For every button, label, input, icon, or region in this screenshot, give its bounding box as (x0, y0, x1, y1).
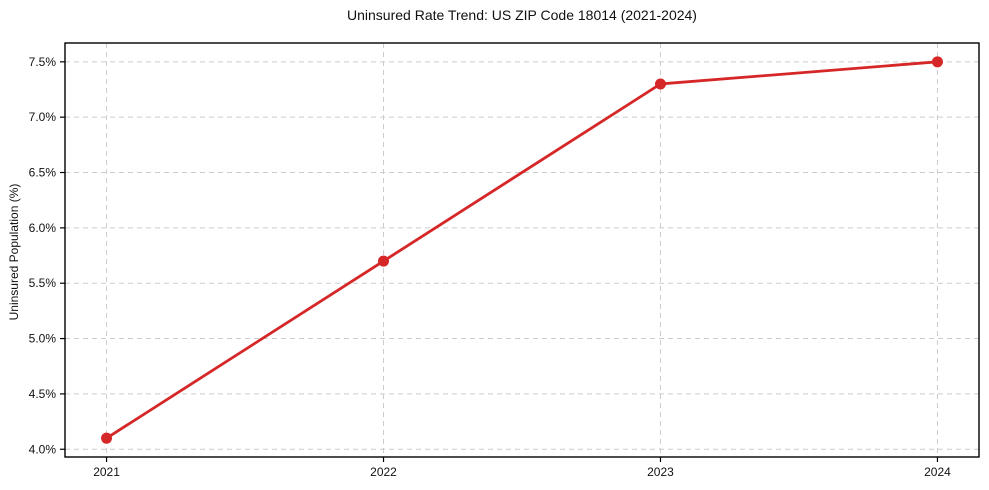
data-point-marker (101, 432, 113, 444)
y-tick-label: 6.5% (29, 166, 57, 180)
x-tick-label: 2022 (370, 465, 397, 479)
y-tick-label: 7.0% (29, 110, 57, 124)
y-tick-label: 5.0% (29, 332, 57, 346)
data-point-marker (654, 78, 666, 90)
y-tick-label: 7.5% (29, 55, 57, 69)
data-point-marker (931, 56, 943, 68)
y-tick-label: 5.5% (29, 276, 57, 290)
chart-title: Uninsured Rate Trend: US ZIP Code 18014 … (347, 7, 697, 23)
x-tick-label: 2021 (93, 465, 120, 479)
data-point-marker (378, 255, 390, 267)
x-tick-label: 2023 (647, 465, 674, 479)
y-tick-label: 6.0% (29, 221, 57, 235)
y-tick-label: 4.5% (29, 387, 57, 401)
y-tick-label: 4.0% (29, 442, 57, 456)
plot-border (64, 42, 980, 458)
x-tick-label: 2024 (924, 465, 951, 479)
trend-line (105, 60, 939, 440)
